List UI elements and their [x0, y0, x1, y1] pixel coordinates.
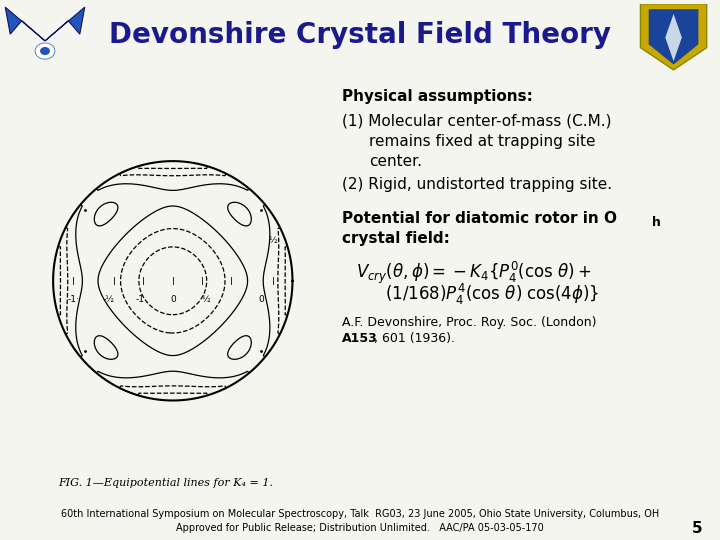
Text: -1: -1 [135, 295, 145, 304]
Text: (1) Molecular center-of-mass (C.M.): (1) Molecular center-of-mass (C.M.) [342, 113, 611, 129]
Text: 0: 0 [170, 295, 176, 304]
Polygon shape [665, 14, 682, 61]
Text: -1·: -1· [67, 295, 79, 304]
Text: remains fixed at trapping site: remains fixed at trapping site [369, 134, 596, 149]
Text: Devonshire Crystal Field Theory: Devonshire Crystal Field Theory [109, 21, 611, 49]
Text: $(1/168)P_4^4(\cos\,\theta)\;\cos(4\phi)\}$: $(1/168)P_4^4(\cos\,\theta)\;\cos(4\phi)… [385, 282, 599, 307]
Text: 60th International Symposium on Molecular Spectroscopy, Talk  RG03, 23 June 2005: 60th International Symposium on Molecula… [61, 509, 659, 519]
Text: $V_{cry}(\theta,\phi) = -K_4\{P_4^0(\cos\,\theta) +$: $V_{cry}(\theta,\phi) = -K_4\{P_4^0(\cos… [356, 259, 593, 286]
Text: h: h [652, 216, 661, 229]
Text: A153: A153 [342, 332, 378, 345]
Text: ½: ½ [202, 295, 210, 304]
Polygon shape [641, 4, 707, 70]
Text: Physical assumptions:: Physical assumptions: [342, 89, 533, 104]
Text: A.F. Devonshire, Proc. Roy. Soc. (London): A.F. Devonshire, Proc. Roy. Soc. (London… [342, 316, 596, 329]
Text: -½: -½ [102, 295, 114, 304]
Text: center.: center. [369, 154, 423, 169]
Polygon shape [5, 7, 45, 41]
Text: crystal field:: crystal field: [342, 231, 450, 246]
Text: ½: ½ [268, 237, 277, 245]
Text: 0: 0 [258, 295, 264, 304]
Text: FIG. 1—Equipotential lines for K₄ = 1.: FIG. 1—Equipotential lines for K₄ = 1. [58, 478, 273, 488]
Text: Approved for Public Release; Distribution Unlimited.   AAC/PA 05-03-05-170: Approved for Public Release; Distributio… [176, 523, 544, 533]
Circle shape [35, 43, 55, 59]
Text: (2) Rigid, undistorted trapping site.: (2) Rigid, undistorted trapping site. [342, 177, 612, 192]
Polygon shape [649, 9, 698, 65]
Text: 5: 5 [691, 521, 702, 536]
Polygon shape [45, 7, 85, 41]
Circle shape [40, 47, 50, 55]
Text: , 601 (1936).: , 601 (1936). [374, 332, 455, 345]
Text: Potential for diatomic rotor in O: Potential for diatomic rotor in O [342, 211, 617, 226]
